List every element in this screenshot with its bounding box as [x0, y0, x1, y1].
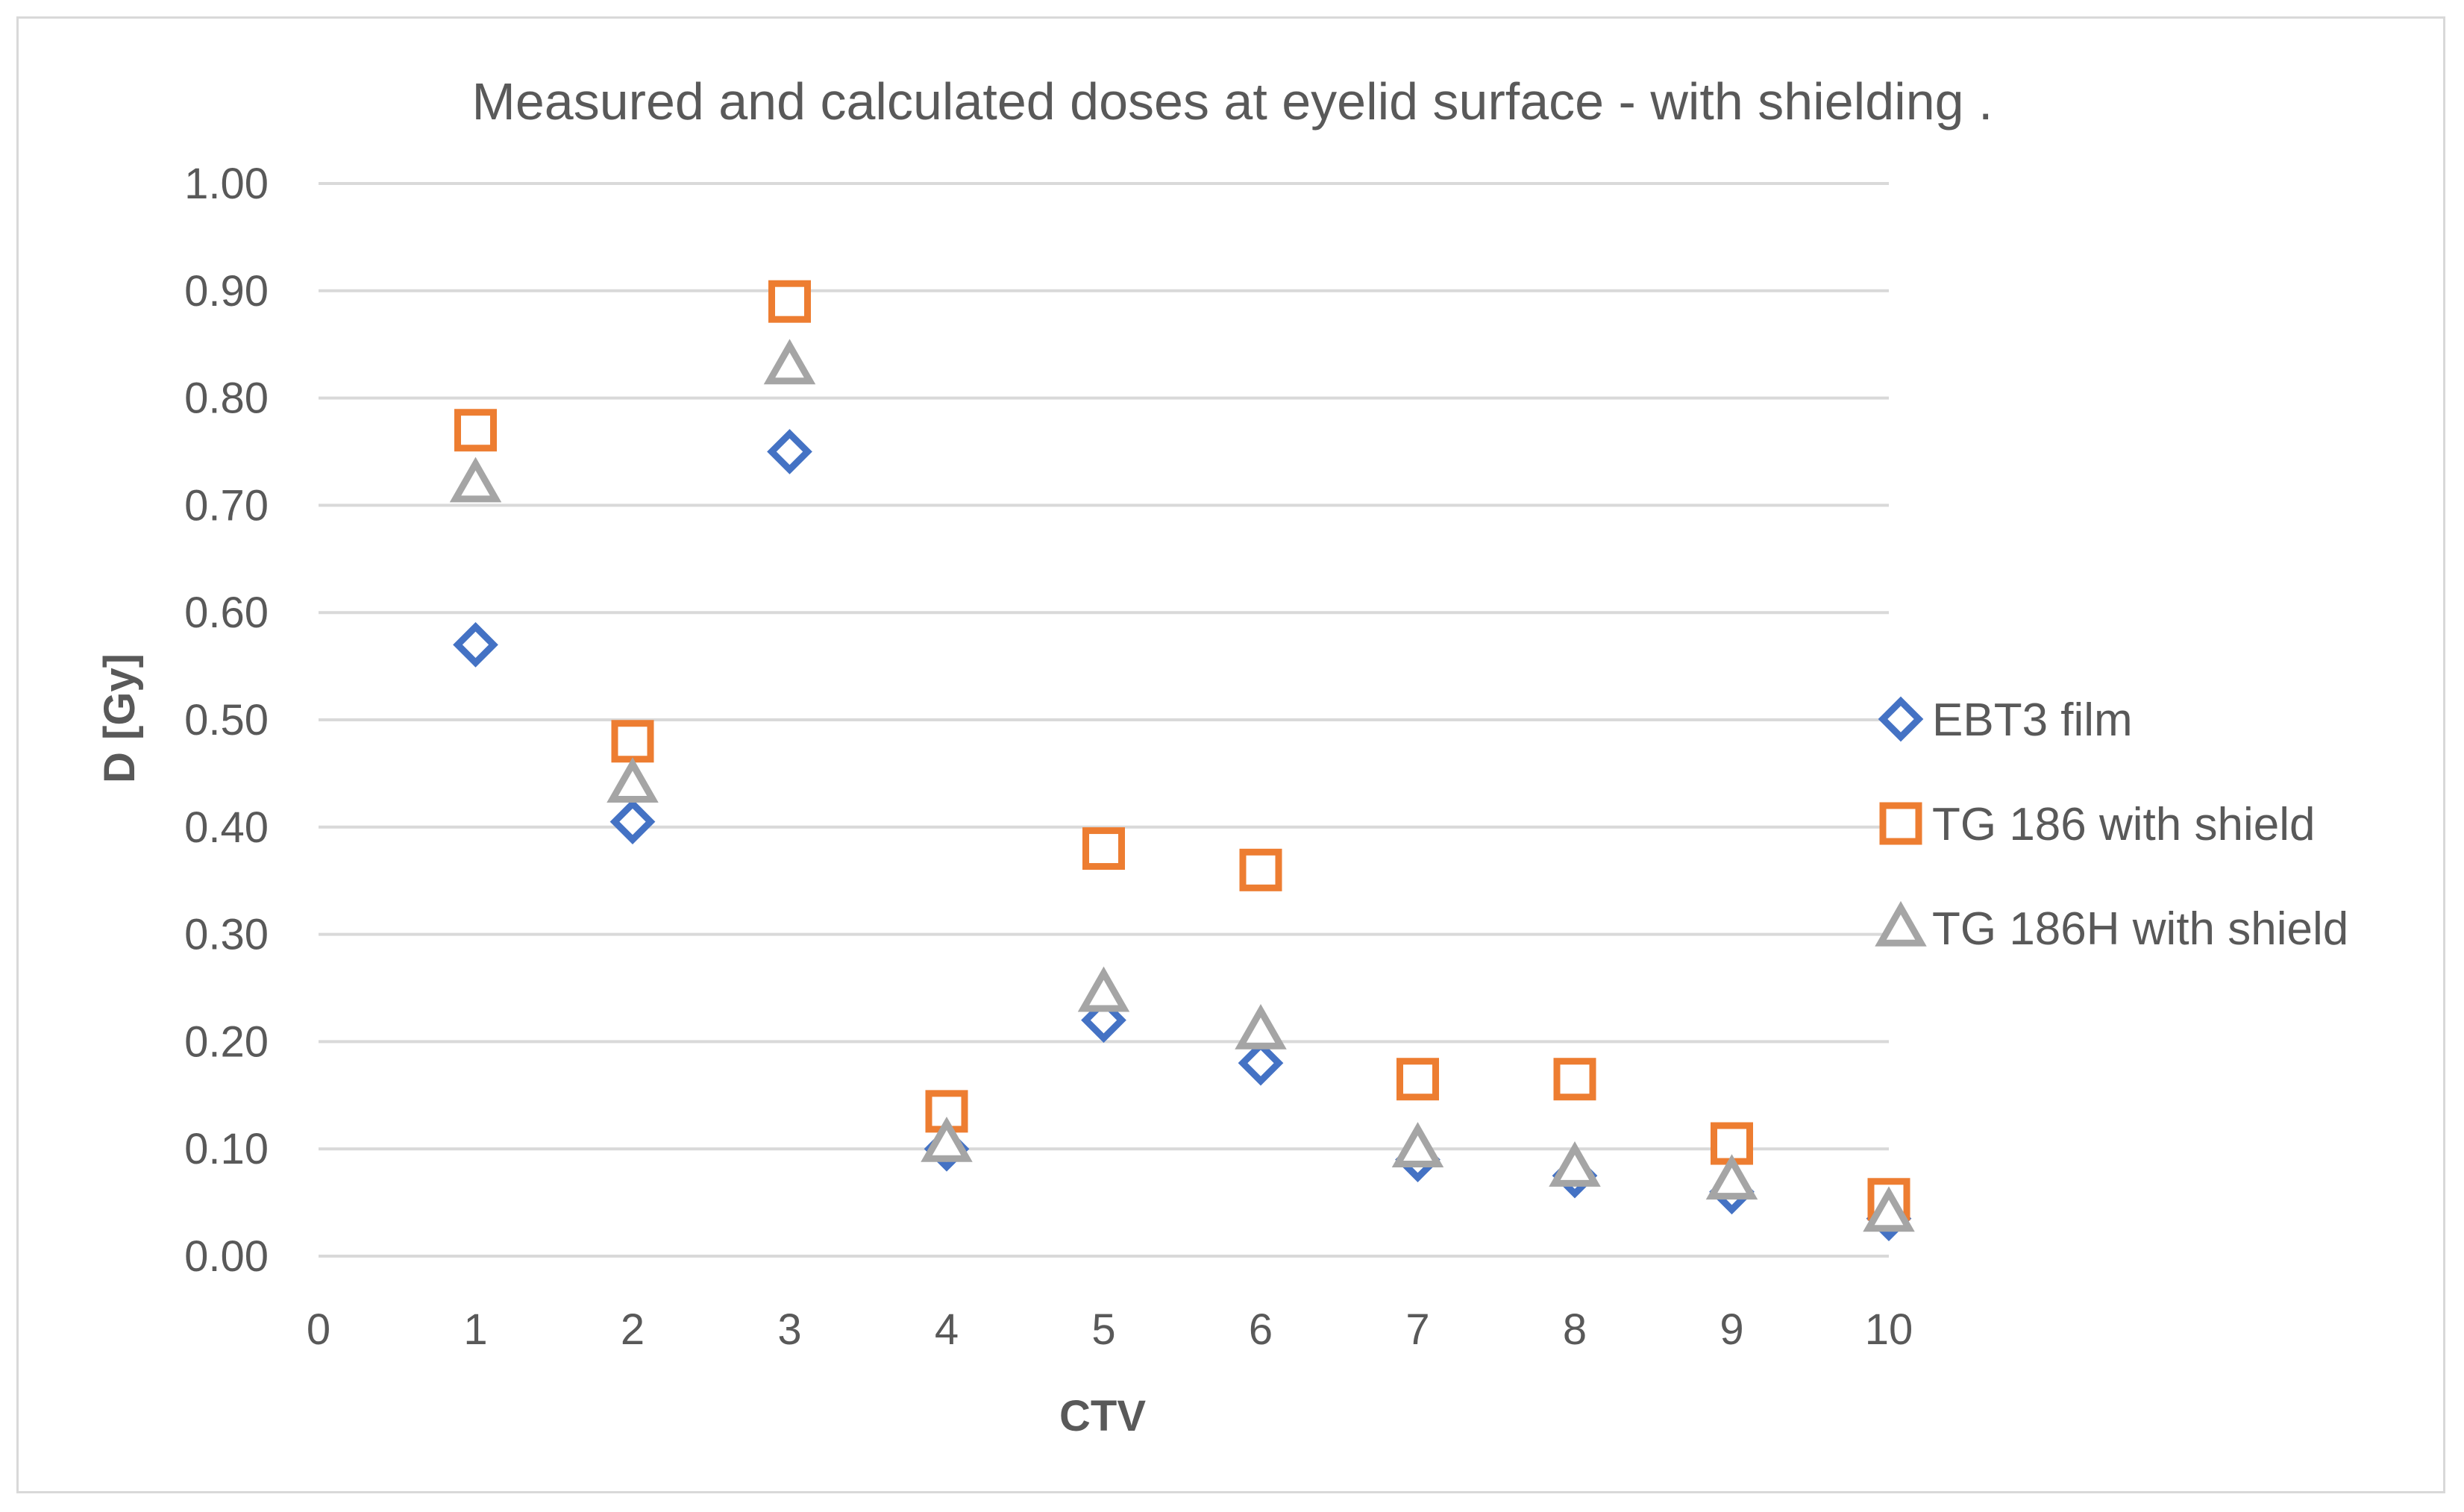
data-point — [1235, 1003, 1287, 1050]
y-tick-label: 1.00 — [184, 160, 269, 208]
data-point — [768, 280, 811, 323]
series-1 — [453, 429, 1912, 1242]
data-points — [449, 280, 1915, 1242]
data-point — [1391, 1122, 1444, 1167]
x-tick-label: 10 — [1865, 1305, 1913, 1354]
y-tick-label: 0.60 — [184, 589, 269, 637]
legend-marker — [1879, 802, 1922, 845]
data-point — [763, 339, 816, 385]
y-tick-label: 0.10 — [184, 1125, 269, 1173]
y-tick-label: 0.00 — [184, 1232, 269, 1281]
legend-marker — [1878, 696, 1924, 742]
data-point — [609, 799, 656, 844]
data-point — [454, 409, 497, 452]
x-tick-label: 0 — [307, 1305, 330, 1354]
data-point — [1077, 966, 1130, 1012]
data-point — [1863, 1186, 1915, 1232]
y-tick-label: 0.40 — [184, 803, 269, 852]
data-point — [611, 720, 654, 763]
legend-label: TG 186H with shield — [1932, 903, 2348, 955]
grid-lines — [319, 182, 1889, 1258]
y-tick-label: 0.80 — [184, 374, 269, 423]
data-point — [767, 429, 812, 474]
x-tick-labels: 0 1 2 3 4 5 6 7 8 9 10 — [307, 1305, 1913, 1354]
y-tick-label: 0.50 — [184, 696, 269, 744]
data-point — [1553, 1058, 1596, 1101]
data-point — [606, 757, 659, 803]
data-point — [1396, 1058, 1439, 1101]
legend-item: TG 186H with shield — [1875, 900, 2348, 955]
legend-label: TG 186 with shield — [1932, 799, 2315, 850]
legend-marker — [1875, 900, 1927, 947]
legend-item: TG 186 with shield — [1879, 799, 2315, 850]
y-axis-label: D [Gy] — [95, 653, 144, 783]
data-point — [453, 621, 498, 668]
data-point — [1549, 1141, 1601, 1187]
series-2 — [454, 280, 1910, 1221]
data-point — [449, 457, 502, 503]
data-point — [1238, 1040, 1284, 1086]
x-tick-label: 5 — [1091, 1305, 1115, 1354]
data-point — [1082, 827, 1125, 871]
chart-title: Measured and calculated doses at eyelid … — [472, 72, 1993, 131]
x-tick-label: 7 — [1405, 1305, 1429, 1354]
y-tick-label: 0.20 — [184, 1017, 269, 1066]
y-tick-label: 0.70 — [184, 481, 269, 530]
series-3 — [449, 339, 1915, 1232]
x-axis-label: CTV — [1059, 1392, 1146, 1440]
legend-item: EBT3 film — [1878, 694, 2133, 746]
data-point — [1705, 1154, 1758, 1200]
legend: EBT3 film TG 186 with shield TG 186H with … — [1875, 694, 2348, 955]
y-tick-label: 0.90 — [184, 267, 269, 316]
legend-label: EBT3 film — [1932, 694, 2133, 746]
y-tick-labels: 0.00 0.10 0.20 0.30 0.40 0.50 0.60 0.70 0.80 0.90… — [184, 160, 269, 1281]
x-tick-label: 6 — [1249, 1305, 1273, 1354]
x-tick-label: 3 — [777, 1305, 801, 1354]
x-tick-label: 4 — [935, 1305, 959, 1354]
x-tick-label: 1 — [463, 1305, 487, 1354]
chart-frame — [16, 16, 2445, 1493]
data-point — [921, 1116, 973, 1162]
y-tick-label: 0.30 — [184, 911, 269, 959]
x-tick-label: 9 — [1720, 1305, 1743, 1354]
x-tick-label: 2 — [621, 1305, 645, 1354]
data-point — [1239, 848, 1282, 891]
x-tick-label: 8 — [1563, 1305, 1587, 1354]
